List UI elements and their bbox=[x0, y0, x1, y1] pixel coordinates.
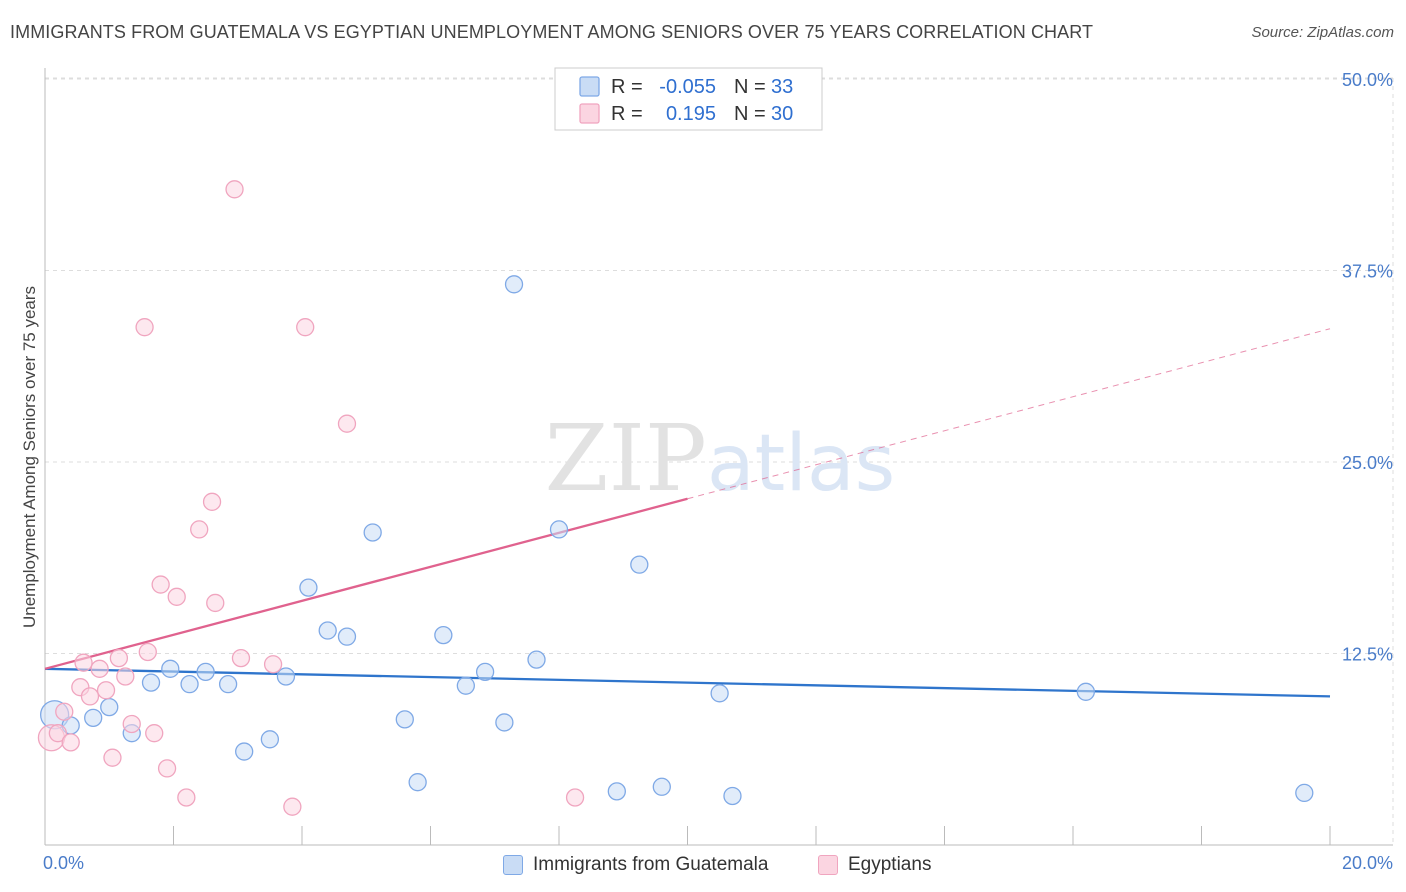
trend-line-egyptians bbox=[44, 497, 688, 670]
point-guatemala bbox=[395, 710, 414, 729]
point-guatemala bbox=[408, 773, 427, 792]
guatemala-swatch-icon bbox=[503, 855, 523, 875]
point-guatemala bbox=[337, 627, 357, 646]
legend-r-value: -0.055 bbox=[659, 76, 716, 98]
point-guatemala bbox=[549, 520, 569, 539]
point-guatemala bbox=[260, 730, 280, 749]
watermark: ZIPatlas bbox=[545, 405, 896, 512]
point-guatemala bbox=[434, 625, 453, 645]
point-egyptians bbox=[157, 759, 177, 778]
point-egyptians bbox=[206, 593, 225, 613]
point-guatemala bbox=[235, 742, 254, 761]
point-guatemala bbox=[100, 697, 119, 717]
point-guatemala bbox=[630, 555, 649, 574]
legend-n-value: 30 bbox=[771, 103, 793, 125]
x-tick-label-max: 20.0% bbox=[1342, 853, 1393, 873]
point-egyptians bbox=[138, 642, 157, 662]
y-tick-label: 25.0% bbox=[1342, 453, 1393, 473]
point-guatemala bbox=[363, 523, 382, 542]
point-egyptians bbox=[167, 587, 186, 606]
point-egyptians bbox=[109, 648, 129, 668]
point-egyptians bbox=[202, 492, 222, 511]
legend-n-label: N = bbox=[734, 103, 766, 125]
point-egyptians bbox=[116, 667, 135, 686]
legend-label-guatemala: Immigrants from Guatemala bbox=[533, 854, 769, 875]
point-guatemala bbox=[1076, 682, 1095, 701]
trend-line-guatemala bbox=[44, 667, 1331, 698]
point-guatemala bbox=[161, 659, 180, 678]
watermark-zip: ZIP bbox=[545, 405, 707, 512]
point-guatemala bbox=[475, 662, 495, 682]
point-egyptians bbox=[177, 788, 196, 807]
legend-r-value: 0.195 bbox=[666, 103, 716, 125]
point-egyptians bbox=[231, 648, 251, 668]
point-egyptians bbox=[225, 180, 244, 199]
point-egyptians bbox=[190, 520, 209, 539]
point-guatemala bbox=[710, 684, 729, 703]
point-egyptians bbox=[337, 414, 357, 433]
point-guatemala bbox=[652, 777, 671, 796]
y-tick-label: 37.5% bbox=[1342, 262, 1393, 282]
point-egyptians bbox=[55, 702, 74, 721]
y-tick-label: 50.0% bbox=[1342, 70, 1393, 90]
legend-r-label: R = bbox=[611, 103, 643, 125]
point-egyptians bbox=[80, 687, 100, 706]
point-guatemala bbox=[299, 578, 318, 597]
legend-r-label: R = bbox=[611, 76, 643, 98]
chart-title: IMMIGRANTS FROM GUATEMALA VS EGYPTIAN UN… bbox=[10, 22, 1094, 42]
point-guatemala bbox=[141, 673, 161, 692]
point-guatemala bbox=[527, 650, 546, 669]
point-guatemala bbox=[84, 708, 103, 727]
point-guatemala bbox=[180, 674, 199, 694]
point-guatemala bbox=[218, 674, 238, 694]
point-guatemala bbox=[495, 713, 514, 732]
data-points bbox=[37, 180, 1314, 816]
point-egyptians bbox=[96, 681, 116, 700]
point-egyptians bbox=[151, 575, 170, 594]
point-guatemala bbox=[607, 782, 626, 801]
trend-line-egyptians-extension bbox=[687, 328, 1331, 500]
point-egyptians bbox=[565, 788, 585, 807]
x-tick-label-min: 0.0% bbox=[43, 853, 84, 873]
point-egyptians bbox=[283, 797, 302, 816]
legend-n-label: N = bbox=[734, 76, 766, 98]
watermark-atlas: atlas bbox=[707, 419, 896, 509]
point-egyptians bbox=[135, 318, 154, 337]
legend-item-guatemala[interactable]: Immigrants from Guatemala bbox=[503, 852, 768, 878]
point-guatemala bbox=[723, 786, 742, 806]
legend-item-egyptians[interactable]: Egyptians bbox=[818, 852, 931, 878]
point-egyptians bbox=[122, 714, 141, 734]
point-guatemala bbox=[318, 621, 337, 640]
point-egyptians bbox=[48, 724, 67, 743]
point-guatemala bbox=[276, 667, 296, 686]
point-guatemala bbox=[504, 275, 524, 294]
point-egyptians bbox=[145, 724, 164, 743]
egyptians-swatch-icon bbox=[818, 855, 838, 875]
point-egyptians bbox=[90, 659, 109, 678]
point-egyptians bbox=[263, 655, 283, 674]
legend-swatch-egyptians bbox=[579, 103, 600, 124]
point-egyptians bbox=[103, 748, 122, 767]
legend-box: R = -0.055 N = 33 R = 0.195 N = 30 bbox=[554, 67, 823, 131]
tick-labels: 12.5% 25.0% 37.5% 50.0% 0.0% 20.0% bbox=[43, 70, 1393, 873]
point-guatemala bbox=[196, 662, 215, 682]
trend-lines bbox=[44, 328, 1331, 698]
legend-swatch-guatemala bbox=[579, 76, 600, 97]
legend-n-value: 33 bbox=[771, 76, 793, 98]
source-credit: Source: ZipAtlas.com bbox=[1251, 24, 1394, 41]
legend-label-egyptians: Egyptians bbox=[848, 854, 932, 875]
point-guatemala bbox=[456, 676, 475, 695]
y-tick-label: 12.5% bbox=[1342, 645, 1393, 665]
point-egyptians bbox=[74, 653, 93, 672]
point-guatemala bbox=[1295, 783, 1314, 803]
point-egyptians bbox=[61, 733, 80, 752]
point-egyptians bbox=[296, 318, 315, 337]
